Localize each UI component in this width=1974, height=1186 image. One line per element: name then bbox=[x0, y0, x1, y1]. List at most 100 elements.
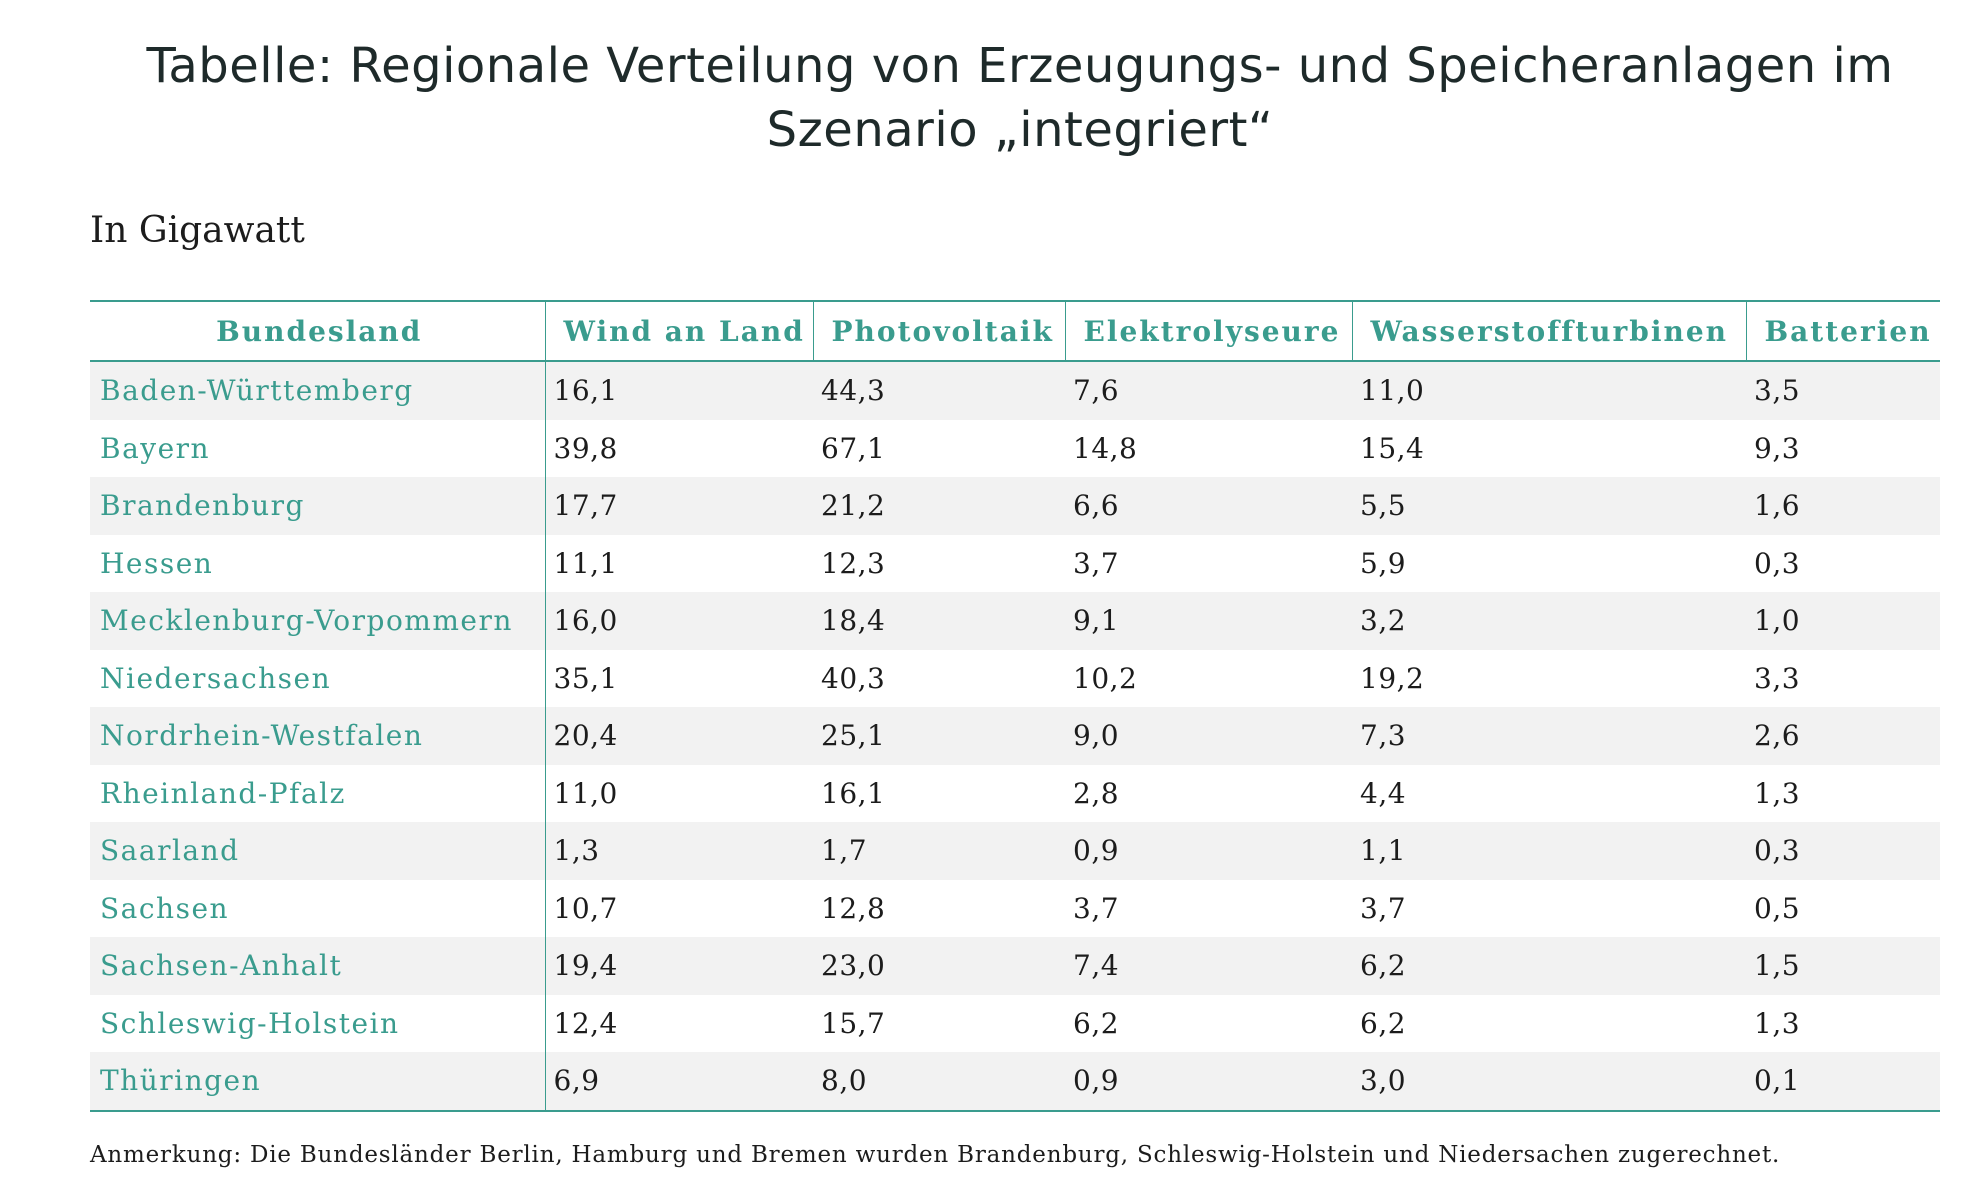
value-cell: 1,3 bbox=[1754, 1006, 1801, 1040]
column-header: Batterien bbox=[1745, 300, 1940, 362]
value-cell: 16,1 bbox=[821, 776, 886, 810]
value-cell: 3,2 bbox=[1352, 592, 1746, 650]
value-cell: 6,2 bbox=[1352, 937, 1746, 995]
value-cell: 10,7 bbox=[553, 891, 618, 925]
table-row: Schleswig-Holstein 12,4 15,7 6,2 6,2 1,3 bbox=[90, 994, 1940, 1052]
value-cell: 39,8 bbox=[553, 431, 618, 465]
value-cell: 11,1 bbox=[553, 546, 618, 580]
value-cell: 7,6 bbox=[1065, 361, 1352, 420]
region-name-cell: Bayern bbox=[90, 419, 546, 477]
value-cell: 35,1 bbox=[553, 661, 618, 695]
unit-subtitle: In Gigawatt bbox=[90, 210, 305, 251]
value-cell: 67,1 bbox=[821, 431, 886, 465]
value-cell: 1,0 bbox=[1746, 592, 1940, 650]
region-name-cell: Hessen bbox=[90, 534, 546, 592]
region-name-cell: Saarland bbox=[90, 822, 546, 880]
value-cell: 12,4 bbox=[553, 1006, 618, 1040]
region-name-cell: Nordrhein-Westfalen bbox=[90, 707, 546, 765]
value-cell: 0,9 bbox=[1065, 1052, 1352, 1112]
value-cell: 3,7 bbox=[1360, 891, 1407, 925]
value-cell: 2,8 bbox=[1073, 776, 1120, 810]
table-row: Thüringen 6,9 8,0 0,9 3,0 0,1 bbox=[90, 1052, 1940, 1112]
table-row: Brandenburg 17,7 21,2 6,6 5,5 1,6 bbox=[90, 477, 1940, 535]
value-cell: 21,2 bbox=[813, 477, 1065, 535]
value-cell: 4,4 bbox=[1360, 776, 1407, 810]
table-row: Niedersachsen 35,1 40,3 10,2 19,2 3,3 bbox=[90, 649, 1940, 707]
value-cell: 3,3 bbox=[1754, 661, 1801, 695]
value-cell: 18,4 bbox=[813, 592, 1065, 650]
value-cell: 10,2 bbox=[1073, 661, 1138, 695]
value-cell: 1,3 bbox=[545, 822, 813, 880]
value-cell: 7,3 bbox=[1352, 707, 1746, 765]
column-header: Elektrolyseure bbox=[1064, 300, 1352, 362]
value-cell: 19,4 bbox=[545, 937, 813, 995]
value-cell: 0,3 bbox=[1754, 546, 1801, 580]
value-cell: 16,0 bbox=[545, 592, 813, 650]
table-row: Bayern 39,8 67,1 14,8 15,4 9,3 bbox=[90, 419, 1940, 477]
table-row: Sachsen-Anhalt 19,4 23,0 7,4 6,2 1,5 bbox=[90, 937, 1940, 995]
value-cell: 1,7 bbox=[813, 822, 1065, 880]
value-cell: 1,1 bbox=[1352, 822, 1746, 880]
value-cell: 6,9 bbox=[545, 1052, 813, 1112]
value-cell: 23,0 bbox=[813, 937, 1065, 995]
column-header: Bundesland bbox=[90, 300, 545, 362]
value-cell: 3,7 bbox=[1073, 546, 1120, 580]
region-name-cell: Schleswig-Holstein bbox=[90, 994, 546, 1052]
title-line-1: Tabelle: Regionale Verteilung von Erzeug… bbox=[146, 38, 1894, 94]
value-cell: 12,8 bbox=[821, 891, 886, 925]
value-cell: 0,3 bbox=[1746, 822, 1940, 880]
value-cell: 6,2 bbox=[1360, 1006, 1407, 1040]
value-cell: 20,4 bbox=[545, 707, 813, 765]
value-cell: 12,3 bbox=[821, 546, 886, 580]
column-header: Wasserstoffturbinen bbox=[1351, 300, 1746, 362]
value-cell: 3,5 bbox=[1746, 361, 1940, 420]
table-row: Mecklenburg-Vorpommern 16,0 18,4 9,1 3,2 1,0 bbox=[90, 592, 1940, 650]
table-header-row: Bundesland Wind an Land Photovoltaik Elektr… bbox=[90, 300, 1940, 362]
table-header: Bundesland Wind an Land Photovoltaik Elektr… bbox=[90, 300, 1940, 362]
value-cell: 1,6 bbox=[1746, 477, 1940, 535]
region-name-cell: Rheinland-Pfalz bbox=[90, 764, 546, 822]
table-row: Saarland 1,3 1,7 0,9 1,1 0,3 bbox=[90, 822, 1940, 880]
region-name-cell: Baden-Württemberg bbox=[90, 361, 546, 420]
value-cell: 11,0 bbox=[553, 776, 618, 810]
value-cell: 19,2 bbox=[1360, 661, 1425, 695]
value-cell: 0,5 bbox=[1754, 891, 1801, 925]
value-cell: 14,8 bbox=[1073, 431, 1138, 465]
value-cell: 9,1 bbox=[1065, 592, 1352, 650]
value-cell: 2,6 bbox=[1746, 707, 1940, 765]
region-name-cell: Brandenburg bbox=[90, 477, 546, 535]
value-cell: 9,0 bbox=[1065, 707, 1352, 765]
table-row: Sachsen 10,7 12,8 3,7 3,7 0,5 bbox=[90, 879, 1940, 937]
value-cell: 15,7 bbox=[821, 1006, 886, 1040]
value-cell: 3,7 bbox=[1073, 891, 1120, 925]
table-row: Baden-Württemberg 16,1 44,3 7,6 11,0 3,5 bbox=[90, 361, 1940, 420]
value-cell: 3,0 bbox=[1352, 1052, 1746, 1112]
value-cell: 6,6 bbox=[1065, 477, 1352, 535]
value-cell: 15,4 bbox=[1360, 431, 1425, 465]
column-header: Photovoltaik bbox=[812, 300, 1065, 362]
value-cell: 44,3 bbox=[813, 361, 1065, 420]
title-line-2: Szenario „integriert“ bbox=[766, 102, 1274, 158]
value-cell: 7,4 bbox=[1065, 937, 1352, 995]
region-name-cell: Thüringen bbox=[90, 1052, 546, 1112]
table-body: Baden-Württemberg 16,1 44,3 7,6 11,0 3,5 Bayer… bbox=[90, 361, 1940, 1112]
value-cell: 17,7 bbox=[545, 477, 813, 535]
value-cell: 0,1 bbox=[1746, 1052, 1940, 1112]
footnote: Anmerkung: Die Bundesländer Berlin, Hamb… bbox=[90, 1142, 1781, 1168]
capacity-table: Bundesland Wind an Land Photovoltaik Elektr… bbox=[90, 300, 1940, 1112]
value-cell: 40,3 bbox=[821, 661, 886, 695]
value-cell: 5,5 bbox=[1352, 477, 1746, 535]
value-cell: 1,3 bbox=[1754, 776, 1801, 810]
table-row: Hessen 11,1 12,3 3,7 5,9 0,3 bbox=[90, 534, 1940, 592]
page-title: Tabelle: Regionale Verteilung von Erzeug… bbox=[90, 34, 1950, 162]
region-name-cell: Sachsen bbox=[90, 879, 546, 937]
value-cell: 0,9 bbox=[1065, 822, 1352, 880]
region-name-cell: Niedersachsen bbox=[90, 649, 546, 707]
table-row: Nordrhein-Westfalen 20,4 25,1 9,0 7,3 2,6 bbox=[90, 707, 1940, 765]
value-cell: 9,3 bbox=[1754, 431, 1801, 465]
value-cell: 1,5 bbox=[1746, 937, 1940, 995]
value-cell: 5,9 bbox=[1360, 546, 1407, 580]
column-header: Wind an Land bbox=[544, 300, 813, 362]
region-name-cell: Sachsen-Anhalt bbox=[90, 937, 546, 995]
value-cell: 25,1 bbox=[813, 707, 1065, 765]
